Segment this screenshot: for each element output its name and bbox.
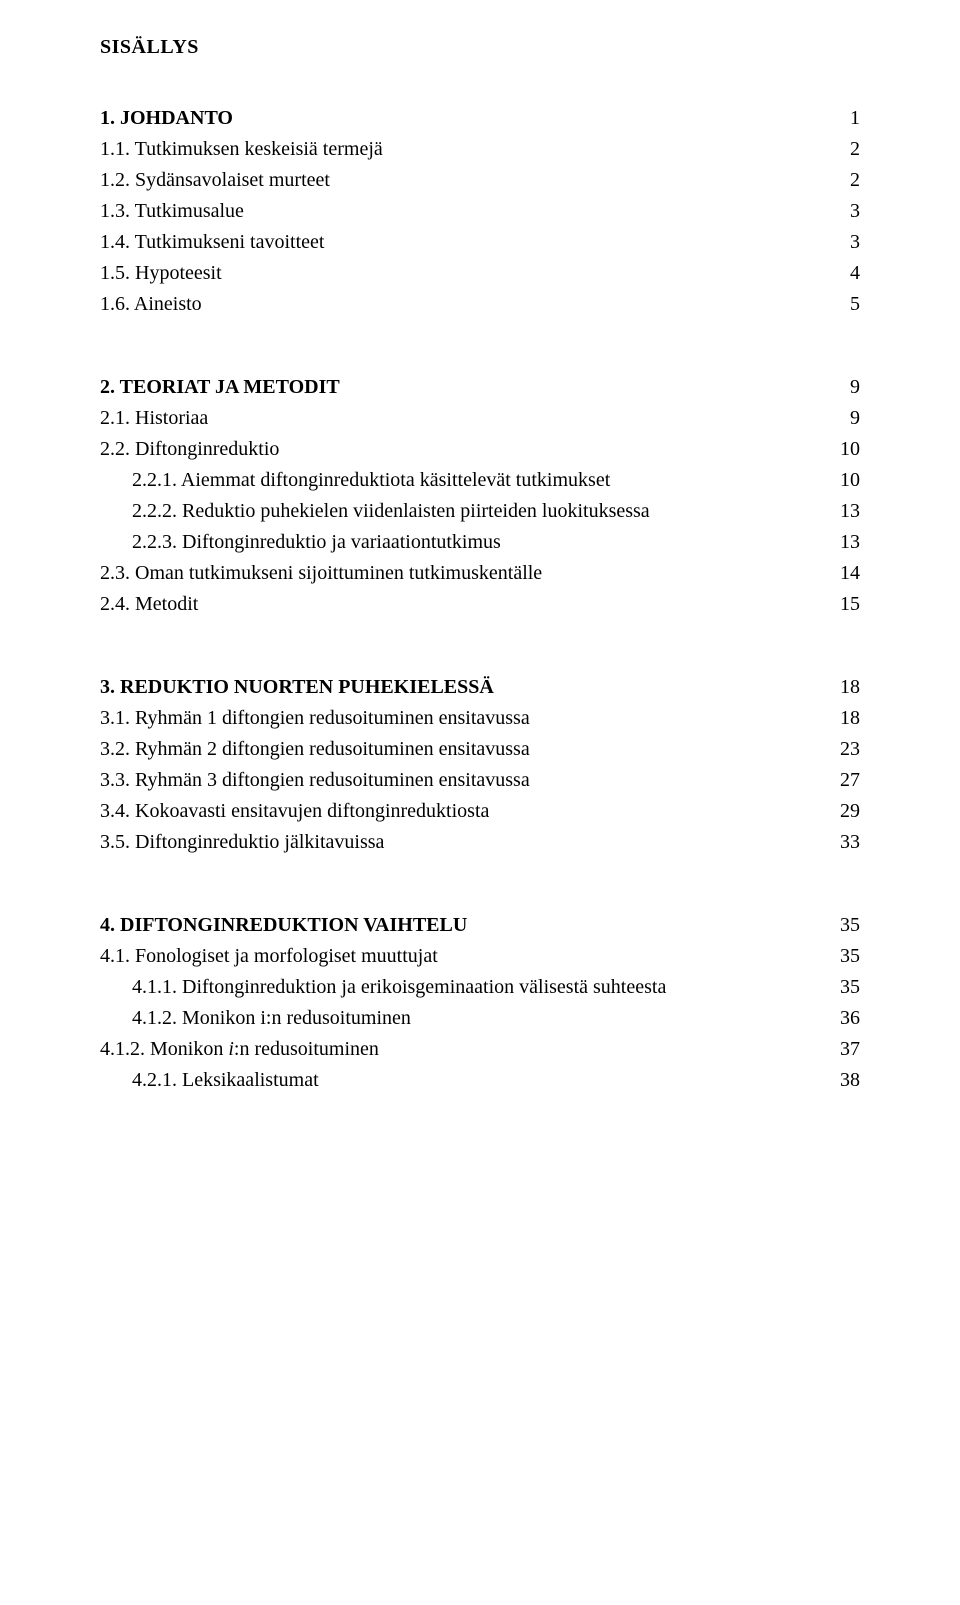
toc-entry-label: 2.2. Diftonginreduktio — [100, 434, 820, 465]
toc-section-heading: 3. REDUKTIO NUORTEN PUHEKIELESSÄ18 — [100, 672, 860, 703]
toc-entry-page: 13 — [820, 527, 860, 558]
toc-entry-page: 29 — [820, 796, 860, 827]
toc-entry: 2.3. Oman tutkimukseni sijoittuminen tut… — [100, 558, 860, 589]
toc-container: 1. JOHDANTO11.1. Tutkimuksen keskeisiä t… — [100, 103, 860, 1096]
toc-entry: 2.2.1. Aiemmat diftonginreduktiota käsit… — [100, 465, 860, 496]
toc-entry-page: 14 — [820, 558, 860, 589]
toc-entry: 4.2.1. Leksikaalistumat38 — [100, 1065, 860, 1096]
toc-entry-page: 3 — [830, 196, 860, 227]
toc-entry: 3.1. Ryhmän 1 diftongien redusoituminen … — [100, 703, 860, 734]
toc-section-heading: 1. JOHDANTO1 — [100, 103, 860, 134]
toc-entry-label: 1.3. Tutkimusalue — [100, 196, 830, 227]
toc-entry: 4.1.1. Diftonginreduktion ja erikoisgemi… — [100, 972, 860, 1003]
toc-entry: 1.4. Tutkimukseni tavoitteet3 — [100, 227, 860, 258]
toc-entry-label: 2.2.2. Reduktio puhekielen viidenlaisten… — [132, 496, 820, 527]
toc-entry-page: 2 — [830, 165, 860, 196]
toc-entry-label: 2.2.3. Diftonginreduktio ja variaationtu… — [132, 527, 820, 558]
toc-entry-label: 3.3. Ryhmän 3 diftongien redusoituminen … — [100, 765, 820, 796]
toc-entry: 2.2.3. Diftonginreduktio ja variaationtu… — [100, 527, 860, 558]
toc-entry-page: 13 — [820, 496, 860, 527]
toc-heading-label: 1. JOHDANTO — [100, 103, 830, 134]
toc-entry: 1.2. Sydänsavolaiset murteet2 — [100, 165, 860, 196]
toc-entry-label: 2.1. Historiaa — [100, 403, 830, 434]
toc-heading-page: 35 — [820, 910, 860, 941]
toc-entry: 3.4. Kokoavasti ensitavujen diftonginred… — [100, 796, 860, 827]
toc-entry: 2.2. Diftonginreduktio10 — [100, 434, 860, 465]
toc-entry: 3.5. Diftonginreduktio jälkitavuissa33 — [100, 827, 860, 858]
toc-entry: 2.2.2. Reduktio puhekielen viidenlaisten… — [100, 496, 860, 527]
toc-entry-label: 2.2.1. Aiemmat diftonginreduktiota käsit… — [132, 465, 820, 496]
toc-entry-page: 37 — [820, 1034, 860, 1065]
toc-entry-label: 3.2. Ryhmän 2 diftongien redusoituminen … — [100, 734, 820, 765]
toc-entry-label: 1.1. Tutkimuksen keskeisiä termejä — [100, 134, 830, 165]
toc-entry-label: 4.1.2. Monikon i:n redusoituminen — [100, 1034, 820, 1065]
toc-entry-page: 36 — [820, 1003, 860, 1034]
toc-section: 3. REDUKTIO NUORTEN PUHEKIELESSÄ183.1. R… — [100, 672, 860, 858]
toc-entry-page: 10 — [820, 434, 860, 465]
toc-entry: 1.5. Hypoteesit4 — [100, 258, 860, 289]
toc-entry-page: 27 — [820, 765, 860, 796]
toc-entry-label: 4.1. Fonologiset ja morfologiset muuttuj… — [100, 941, 820, 972]
toc-entry-page: 5 — [830, 289, 860, 320]
toc-entry-label: 2.4. Metodit — [100, 589, 820, 620]
toc-entry-label: 3.4. Kokoavasti ensitavujen diftonginred… — [100, 796, 820, 827]
toc-entry: 3.3. Ryhmän 3 diftongien redusoituminen … — [100, 765, 860, 796]
toc-entry: 4.1. Fonologiset ja morfologiset muuttuj… — [100, 941, 860, 972]
toc-entry-label: 1.5. Hypoteesit — [100, 258, 830, 289]
toc-entry-label: 3.1. Ryhmän 1 diftongien redusoituminen … — [100, 703, 820, 734]
toc-heading-page: 18 — [820, 672, 860, 703]
toc-entry-label: 1.2. Sydänsavolaiset murteet — [100, 165, 830, 196]
toc-entry-label: 3.5. Diftonginreduktio jälkitavuissa — [100, 827, 820, 858]
toc-heading-page: 1 — [830, 103, 860, 134]
toc-entry-page: 9 — [830, 403, 860, 434]
toc-entry-page: 2 — [830, 134, 860, 165]
toc-heading-label: 3. REDUKTIO NUORTEN PUHEKIELESSÄ — [100, 672, 820, 703]
toc-heading-label: 4. DIFTONGINREDUKTION VAIHTELU — [100, 910, 820, 941]
toc-heading-page: 9 — [830, 372, 860, 403]
toc-entry-page: 4 — [830, 258, 860, 289]
toc-section: 4. DIFTONGINREDUKTION VAIHTELU354.1. Fon… — [100, 910, 860, 1096]
toc-entry: 2.4. Metodit15 — [100, 589, 860, 620]
toc-section-heading: 2. TEORIAT JA METODIT9 — [100, 372, 860, 403]
toc-section: 2. TEORIAT JA METODIT92.1. Historiaa92.2… — [100, 372, 860, 620]
toc-entry-page: 18 — [820, 703, 860, 734]
toc-entry-page: 15 — [820, 589, 860, 620]
toc-entry-page: 3 — [830, 227, 860, 258]
toc-heading-label: 2. TEORIAT JA METODIT — [100, 372, 830, 403]
toc-entry: 2.1. Historiaa9 — [100, 403, 860, 434]
toc-entry: 1.6. Aineisto5 — [100, 289, 860, 320]
toc-entry-label: 2.3. Oman tutkimukseni sijoittuminen tut… — [100, 558, 820, 589]
toc-section-heading: 4. DIFTONGINREDUKTION VAIHTELU35 — [100, 910, 860, 941]
toc-entry-label: 1.4. Tutkimukseni tavoitteet — [100, 227, 830, 258]
toc-entry: 1.3. Tutkimusalue3 — [100, 196, 860, 227]
toc-entry-page: 38 — [820, 1065, 860, 1096]
toc-entry-label: 4.1.1. Diftonginreduktion ja erikoisgemi… — [132, 972, 820, 1003]
toc-title: SISÄLLYS — [100, 32, 860, 63]
toc-entry: 4.1.2. Monikon i:n redusoituminen37 — [100, 1034, 860, 1065]
toc-entry-page: 33 — [820, 827, 860, 858]
toc-entry-label: 4.2.1. Leksikaalistumat — [132, 1065, 820, 1096]
toc-section: 1. JOHDANTO11.1. Tutkimuksen keskeisiä t… — [100, 103, 860, 320]
toc-entry-page: 35 — [820, 972, 860, 1003]
toc-entry-page: 35 — [820, 941, 860, 972]
toc-entry-label: 4.1.2. Monikon i:n redusoituminen — [132, 1003, 820, 1034]
toc-entry-page: 23 — [820, 734, 860, 765]
toc-entry-label: 1.6. Aineisto — [100, 289, 830, 320]
toc-entry-page: 10 — [820, 465, 860, 496]
toc-entry: 4.1.2. Monikon i:n redusoituminen36 — [100, 1003, 860, 1034]
toc-entry: 1.1. Tutkimuksen keskeisiä termejä2 — [100, 134, 860, 165]
toc-entry: 3.2. Ryhmän 2 diftongien redusoituminen … — [100, 734, 860, 765]
